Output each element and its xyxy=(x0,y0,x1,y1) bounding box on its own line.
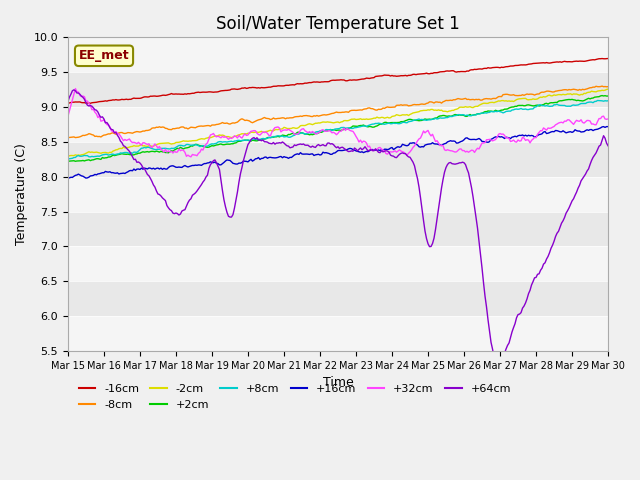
X-axis label: Time: Time xyxy=(323,376,353,389)
+16cm xyxy=(604,124,612,130)
Bar xyxy=(68,316,608,351)
+16cm xyxy=(79,173,87,179)
-8cm xyxy=(403,102,411,108)
-8cm xyxy=(64,134,72,140)
+16cm xyxy=(64,174,72,180)
-16cm xyxy=(86,100,94,106)
Y-axis label: Temperature (C): Temperature (C) xyxy=(15,143,28,245)
-16cm xyxy=(403,73,411,79)
-8cm xyxy=(166,127,174,132)
+8cm xyxy=(402,120,410,125)
-8cm xyxy=(373,107,381,113)
-2cm xyxy=(538,95,546,100)
+64cm xyxy=(81,96,88,102)
+32cm xyxy=(404,150,412,156)
-2cm xyxy=(604,86,612,92)
+32cm xyxy=(374,145,382,151)
-16cm xyxy=(373,73,381,79)
+2cm xyxy=(390,120,397,125)
Legend: -16cm, -8cm, -2cm, +2cm, +8cm, +16cm, +32cm, +64cm: -16cm, -8cm, -2cm, +2cm, +8cm, +16cm, +3… xyxy=(74,380,515,414)
+32cm xyxy=(166,149,174,155)
-8cm xyxy=(81,132,88,138)
+32cm xyxy=(541,126,549,132)
Bar xyxy=(68,37,608,72)
-2cm xyxy=(164,140,172,146)
Line: +64cm: +64cm xyxy=(68,90,608,361)
-16cm xyxy=(166,91,174,97)
+32cm xyxy=(81,94,88,100)
-8cm xyxy=(391,104,399,110)
-8cm xyxy=(540,89,547,95)
-16cm xyxy=(391,73,399,79)
+32cm xyxy=(64,114,72,120)
+32cm xyxy=(604,116,612,122)
+16cm xyxy=(166,164,174,169)
+8cm xyxy=(164,146,172,152)
+64cm xyxy=(70,87,77,93)
+64cm xyxy=(373,147,381,153)
-2cm xyxy=(79,152,87,157)
+8cm xyxy=(604,98,612,104)
-8cm xyxy=(72,135,79,141)
+64cm xyxy=(64,99,72,105)
+32cm xyxy=(187,154,195,160)
+2cm xyxy=(79,157,87,163)
+64cm xyxy=(403,153,411,158)
-2cm xyxy=(372,115,380,121)
Line: -16cm: -16cm xyxy=(68,59,608,103)
+2cm xyxy=(64,158,72,164)
-2cm xyxy=(402,112,410,118)
Line: +16cm: +16cm xyxy=(68,127,608,178)
Line: +2cm: +2cm xyxy=(68,96,608,161)
-16cm xyxy=(79,100,87,106)
+2cm xyxy=(598,93,606,98)
+2cm xyxy=(164,150,172,156)
+16cm xyxy=(82,175,90,181)
+64cm xyxy=(604,143,612,149)
Text: EE_met: EE_met xyxy=(79,49,129,62)
+16cm xyxy=(373,147,381,153)
Line: -8cm: -8cm xyxy=(68,86,608,138)
+16cm xyxy=(391,145,399,151)
-2cm xyxy=(64,153,72,159)
+8cm xyxy=(372,120,380,126)
Bar xyxy=(68,177,608,212)
-8cm xyxy=(598,83,606,89)
+8cm xyxy=(538,103,546,108)
Bar xyxy=(68,107,608,142)
+16cm xyxy=(403,143,411,149)
+8cm xyxy=(390,120,397,126)
+64cm xyxy=(493,359,501,364)
+32cm xyxy=(393,149,401,155)
+2cm xyxy=(402,118,410,123)
+8cm xyxy=(79,153,87,159)
-16cm xyxy=(604,56,612,61)
+16cm xyxy=(540,129,547,135)
+64cm xyxy=(166,207,174,213)
Bar xyxy=(68,246,608,281)
+2cm xyxy=(372,123,380,129)
+32cm xyxy=(72,86,79,92)
+64cm xyxy=(541,260,549,265)
Line: -2cm: -2cm xyxy=(68,89,608,156)
Line: +8cm: +8cm xyxy=(68,100,608,159)
-2cm xyxy=(390,113,397,119)
-16cm xyxy=(540,60,547,66)
+8cm xyxy=(594,97,602,103)
+2cm xyxy=(604,93,612,99)
+16cm xyxy=(603,124,611,130)
+64cm xyxy=(391,155,399,160)
+8cm xyxy=(64,156,72,162)
+2cm xyxy=(538,102,546,108)
Title: Soil/Water Temperature Set 1: Soil/Water Temperature Set 1 xyxy=(216,15,460,33)
Line: +32cm: +32cm xyxy=(68,89,608,157)
-8cm xyxy=(604,84,612,90)
-16cm xyxy=(64,100,72,106)
